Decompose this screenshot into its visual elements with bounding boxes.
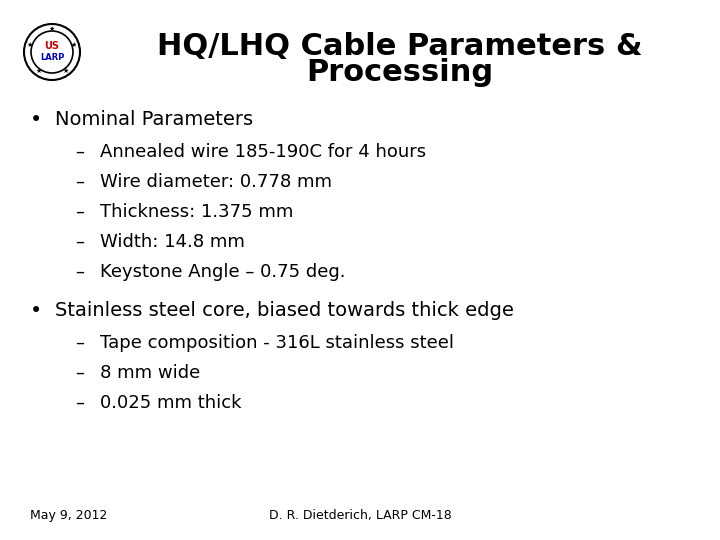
Text: Wire diameter: 0.778 mm: Wire diameter: 0.778 mm <box>100 173 332 191</box>
Text: ★: ★ <box>49 26 55 32</box>
Text: ★: ★ <box>27 42 33 48</box>
Text: US: US <box>45 41 60 51</box>
Text: Annealed wire 185-190C for 4 hours: Annealed wire 185-190C for 4 hours <box>100 143 426 161</box>
Text: Keystone Angle – 0.75 deg.: Keystone Angle – 0.75 deg. <box>100 263 346 281</box>
Text: ★: ★ <box>35 68 42 73</box>
Text: –: – <box>75 233 84 251</box>
Text: HQ/LHQ Cable Parameters &: HQ/LHQ Cable Parameters & <box>157 32 643 61</box>
Text: •: • <box>30 301 42 321</box>
Text: 0.025 mm thick: 0.025 mm thick <box>100 394 241 412</box>
Text: Processing: Processing <box>307 58 494 87</box>
Circle shape <box>31 31 73 73</box>
Text: Thickness: 1.375 mm: Thickness: 1.375 mm <box>100 203 293 221</box>
Text: –: – <box>75 364 84 382</box>
Text: D. R. Dietderich, LARP CM-18: D. R. Dietderich, LARP CM-18 <box>269 509 451 522</box>
Text: Stainless steel core, biased towards thick edge: Stainless steel core, biased towards thi… <box>55 301 514 320</box>
Text: Tape composition - 316L stainless steel: Tape composition - 316L stainless steel <box>100 334 454 352</box>
Text: –: – <box>75 143 84 161</box>
Text: May 9, 2012: May 9, 2012 <box>30 509 107 522</box>
Text: –: – <box>75 203 84 221</box>
Text: ★: ★ <box>63 68 68 73</box>
Text: –: – <box>75 394 84 412</box>
Text: –: – <box>75 334 84 352</box>
Text: –: – <box>75 263 84 281</box>
Text: Nominal Parameters: Nominal Parameters <box>55 110 253 129</box>
Text: •: • <box>30 110 42 130</box>
Text: ★: ★ <box>71 42 77 48</box>
Text: –: – <box>75 173 84 191</box>
Text: Width: 14.8 mm: Width: 14.8 mm <box>100 233 245 251</box>
Text: 8 mm wide: 8 mm wide <box>100 364 200 382</box>
Text: LARP: LARP <box>40 53 64 63</box>
